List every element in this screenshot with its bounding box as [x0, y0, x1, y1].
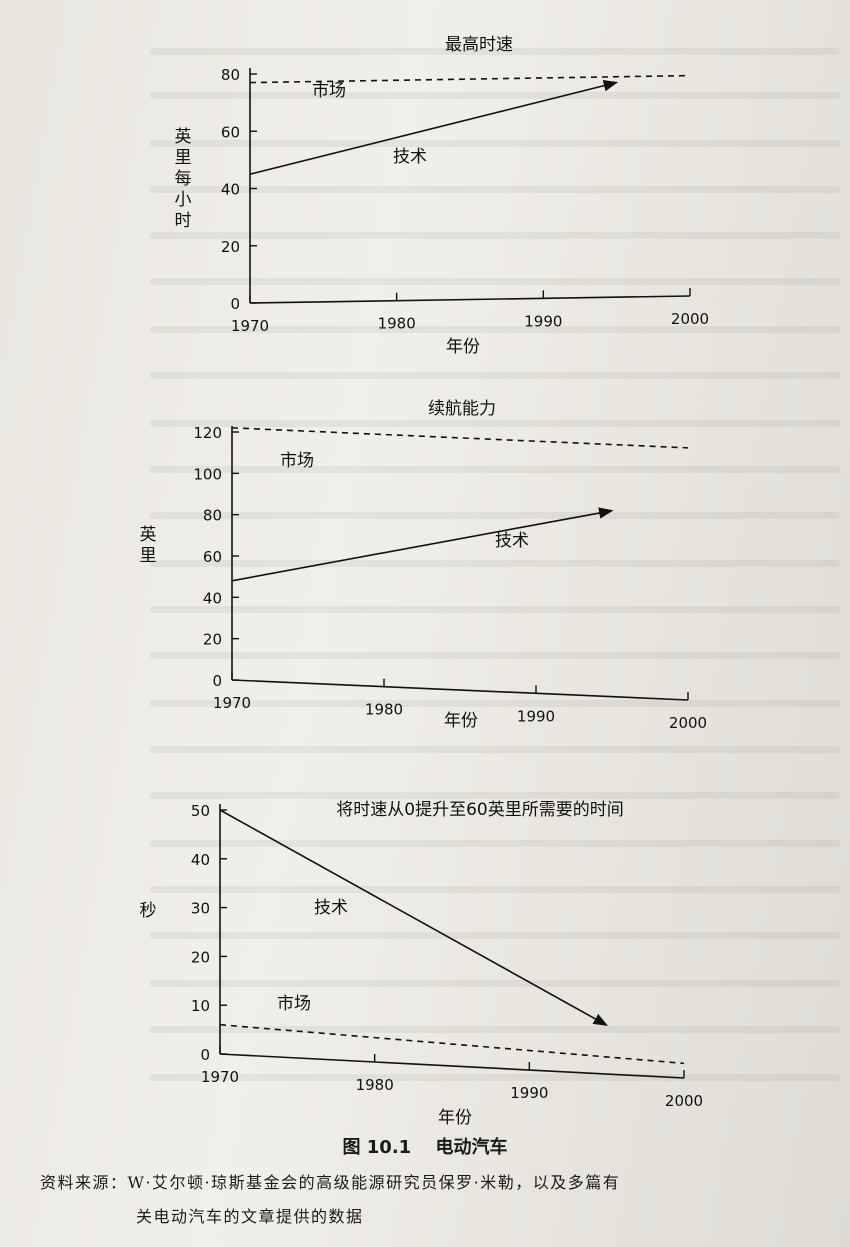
series-line-market [219, 1023, 685, 1065]
y-tick-label: 80 [221, 66, 240, 84]
x-axis [249, 295, 691, 304]
series-line-technology [249, 80, 619, 175]
bleed-line [150, 700, 840, 707]
y-tick-label: 40 [191, 851, 210, 869]
series-label: 技术 [495, 531, 529, 551]
source-line-1: 资料来源：W·艾尔顿·琼斯基金会的高级能源研究员保罗·米勒，以及多篇有 [40, 1173, 621, 1192]
x-tick-label: 1970 [213, 694, 251, 712]
y-tick-label: 0 [200, 1046, 210, 1064]
y-tick-label: 50 [191, 802, 210, 820]
y-tick-label: 60 [221, 123, 240, 141]
x-tick-label: 1990 [517, 707, 555, 725]
bleed-line [150, 48, 840, 55]
figure-caption: 图 10.1 电动汽车 [0, 1133, 850, 1159]
bleed-line [150, 466, 840, 473]
bleed-line [150, 92, 840, 99]
series-line-market [231, 427, 689, 449]
bleed-line [150, 840, 840, 847]
bleed-line [150, 746, 840, 753]
y-tick-label: 30 [191, 900, 210, 918]
y-tick-label: 40 [221, 181, 240, 199]
y-tick-label: 60 [203, 548, 222, 566]
x-tick-label: 1990 [524, 312, 562, 330]
series-line-technology [231, 507, 614, 582]
x-axis-label: 年份 [446, 337, 480, 357]
x-axis [219, 1053, 685, 1079]
x-axis-label: 年份 [444, 711, 478, 731]
bleed-line [150, 1074, 840, 1081]
bleed-line [150, 186, 840, 193]
bleed-line [150, 140, 840, 147]
x-tick-label: 1980 [365, 701, 403, 719]
y-tick-label: 100 [193, 465, 222, 483]
source-line-2: 关电动汽车的文章提供的数据 [136, 1207, 364, 1226]
bleed-line [150, 932, 840, 939]
y-tick-label: 20 [203, 631, 222, 649]
x-axis [231, 679, 689, 701]
series-label: 市场 [277, 994, 311, 1014]
bleed-line [150, 1026, 840, 1033]
x-tick-label: 2000 [671, 310, 709, 328]
series-label: 技术 [314, 898, 348, 918]
figure-number: 图 10.1 [342, 1137, 412, 1158]
chart-title: 最高时速 [445, 35, 513, 55]
x-tick-label: 1970 [201, 1068, 239, 1086]
x-tick-label: 1970 [231, 317, 269, 335]
y-tick-label: 120 [193, 424, 222, 442]
series-label: 市场 [312, 81, 346, 101]
bleed-line [150, 512, 840, 519]
x-tick-label: 2000 [669, 714, 707, 732]
series-line-market [249, 74, 691, 84]
y-tick-label: 80 [203, 507, 222, 525]
y-tick-label: 10 [191, 997, 210, 1015]
x-tick-label: 2000 [665, 1092, 703, 1110]
y-tick-label: 40 [203, 589, 222, 607]
y-tick-label: 0 [230, 295, 240, 313]
series-label: 市场 [280, 451, 314, 471]
x-tick-label: 1980 [378, 315, 416, 333]
source-note: 资料来源：W·艾尔顿·琼斯基金会的高级能源研究员保罗·米勒，以及多篇有 关电动汽… [40, 1166, 840, 1234]
bleed-line [150, 886, 840, 893]
y-axis-label: 英里每小时 [175, 127, 192, 231]
bleed-line [150, 606, 840, 613]
bleed-line [150, 420, 840, 427]
y-axis-label: 英里 [140, 525, 157, 566]
bleed-line [150, 792, 840, 799]
x-tick-label: 1980 [356, 1076, 394, 1094]
bleed-line [150, 560, 840, 567]
figure-title: 电动汽车 [435, 1137, 508, 1158]
chart-title: 续航能力 [428, 399, 496, 419]
bleed-line [150, 372, 840, 379]
bleed-line [150, 232, 840, 239]
series-line-technology [219, 809, 608, 1026]
chart-title: 将时速从0提升至60英里所需要的时间 [336, 800, 623, 820]
y-tick-label: 20 [221, 238, 240, 256]
bleed-line [150, 980, 840, 987]
bleed-line [150, 326, 840, 333]
y-tick-label: 0 [212, 672, 222, 690]
x-axis-label: 年份 [438, 1108, 472, 1128]
series-label: 技术 [393, 147, 427, 167]
bleed-line [150, 278, 840, 285]
chart-panel-3: 0 10 20 30 40 50 1970 1980 1990 2000 市场 技术 将时速从0提升至6… [140, 800, 704, 1128]
bleed-line [150, 652, 840, 659]
y-axis-label: 秒 [140, 901, 157, 921]
y-tick-label: 20 [191, 948, 210, 966]
x-tick-label: 1990 [510, 1084, 548, 1102]
